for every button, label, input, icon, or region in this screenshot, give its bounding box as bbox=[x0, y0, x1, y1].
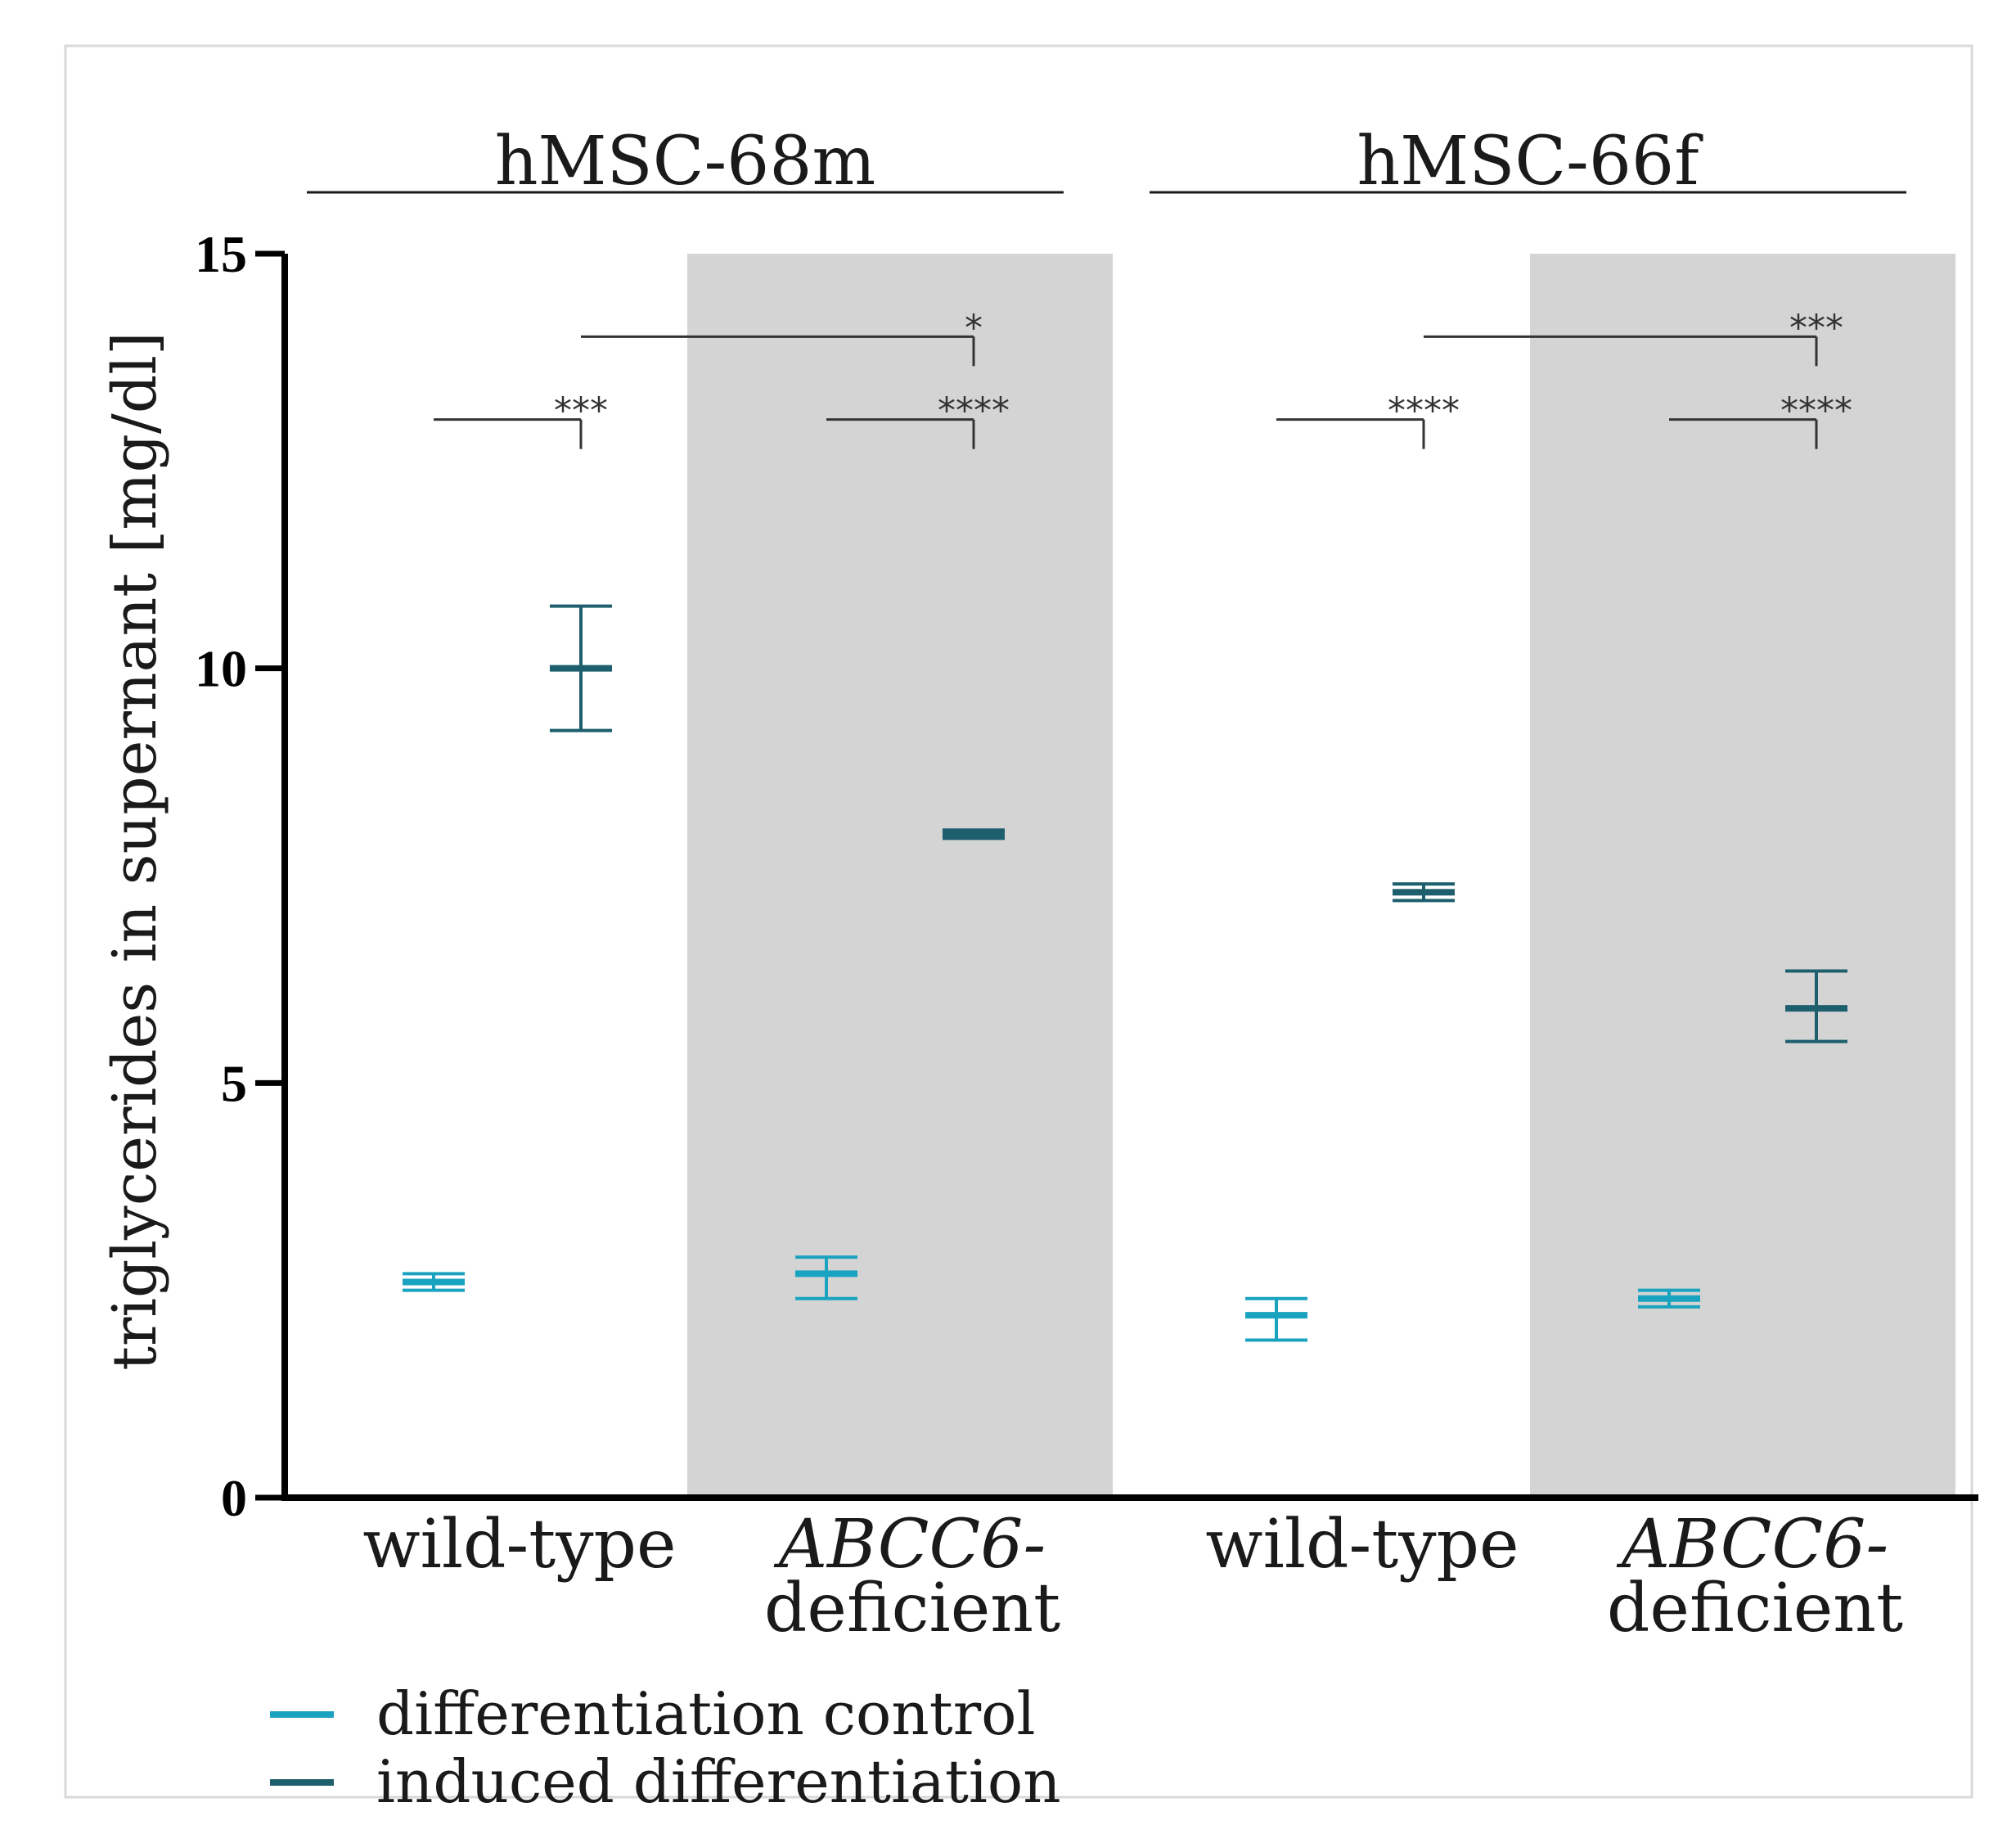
significance-label: **** bbox=[1780, 390, 1852, 432]
significance-3: **** bbox=[1276, 390, 1460, 449]
category-label-2-line-0: wild-type bbox=[1205, 1506, 1519, 1584]
significance-2: * bbox=[581, 307, 983, 367]
y-tick-label-0: 0 bbox=[221, 1469, 247, 1527]
y-tick-label-5: 5 bbox=[221, 1054, 247, 1112]
axes: 0 5 10 15 bbox=[195, 225, 1978, 1527]
significance-1: **** bbox=[826, 390, 1010, 449]
category-label-3-line-1: deficient bbox=[1607, 1570, 1903, 1647]
significance-label: **** bbox=[1388, 390, 1460, 432]
legend-label-0: differentiation control bbox=[376, 1679, 1036, 1748]
y-axis-label: triglycerides in supernant [mg/dl] bbox=[100, 331, 170, 1371]
data-marks bbox=[403, 604, 1847, 1342]
point-0-1 bbox=[795, 1255, 857, 1300]
category-label-3-line-0: ABCC6- bbox=[1616, 1506, 1888, 1584]
shaded-bands bbox=[687, 254, 1955, 1498]
significance-4: **** bbox=[1669, 390, 1852, 449]
y-tick-label-10: 10 bbox=[195, 640, 247, 698]
legend-label-1: induced differentiation bbox=[376, 1747, 1061, 1816]
group-label-1: hMSC-66f bbox=[1357, 123, 1703, 201]
significance-label: * bbox=[965, 307, 983, 349]
y-tick-label-15: 15 bbox=[195, 225, 247, 283]
category-label-1-line-1: deficient bbox=[764, 1570, 1060, 1647]
point-1-0 bbox=[550, 604, 612, 732]
point-0-2 bbox=[1245, 1296, 1307, 1342]
category-label-1-line-0: ABCC6- bbox=[773, 1506, 1046, 1584]
point-1-1 bbox=[943, 828, 1005, 840]
point-1-3 bbox=[1785, 969, 1847, 1043]
group-headers: hMSC-68m hMSC-66f bbox=[307, 123, 1906, 201]
significance-brackets: *** ********* ******* bbox=[434, 307, 1852, 449]
group-label-0: hMSC-68m bbox=[495, 123, 876, 201]
point-0-3 bbox=[1638, 1288, 1700, 1309]
significance-label: **** bbox=[938, 390, 1010, 432]
shaded-band-1 bbox=[1530, 254, 1955, 1498]
category-label-0-line-0: wild-type bbox=[362, 1506, 676, 1584]
significance-label: *** bbox=[1789, 307, 1843, 349]
significance-0: *** bbox=[434, 390, 608, 449]
significance-label: *** bbox=[554, 390, 608, 432]
point-1-2 bbox=[1393, 882, 1455, 903]
point-0-0 bbox=[403, 1272, 465, 1292]
significance-5: *** bbox=[1424, 307, 1843, 367]
shaded-band-0 bbox=[687, 254, 1113, 1498]
